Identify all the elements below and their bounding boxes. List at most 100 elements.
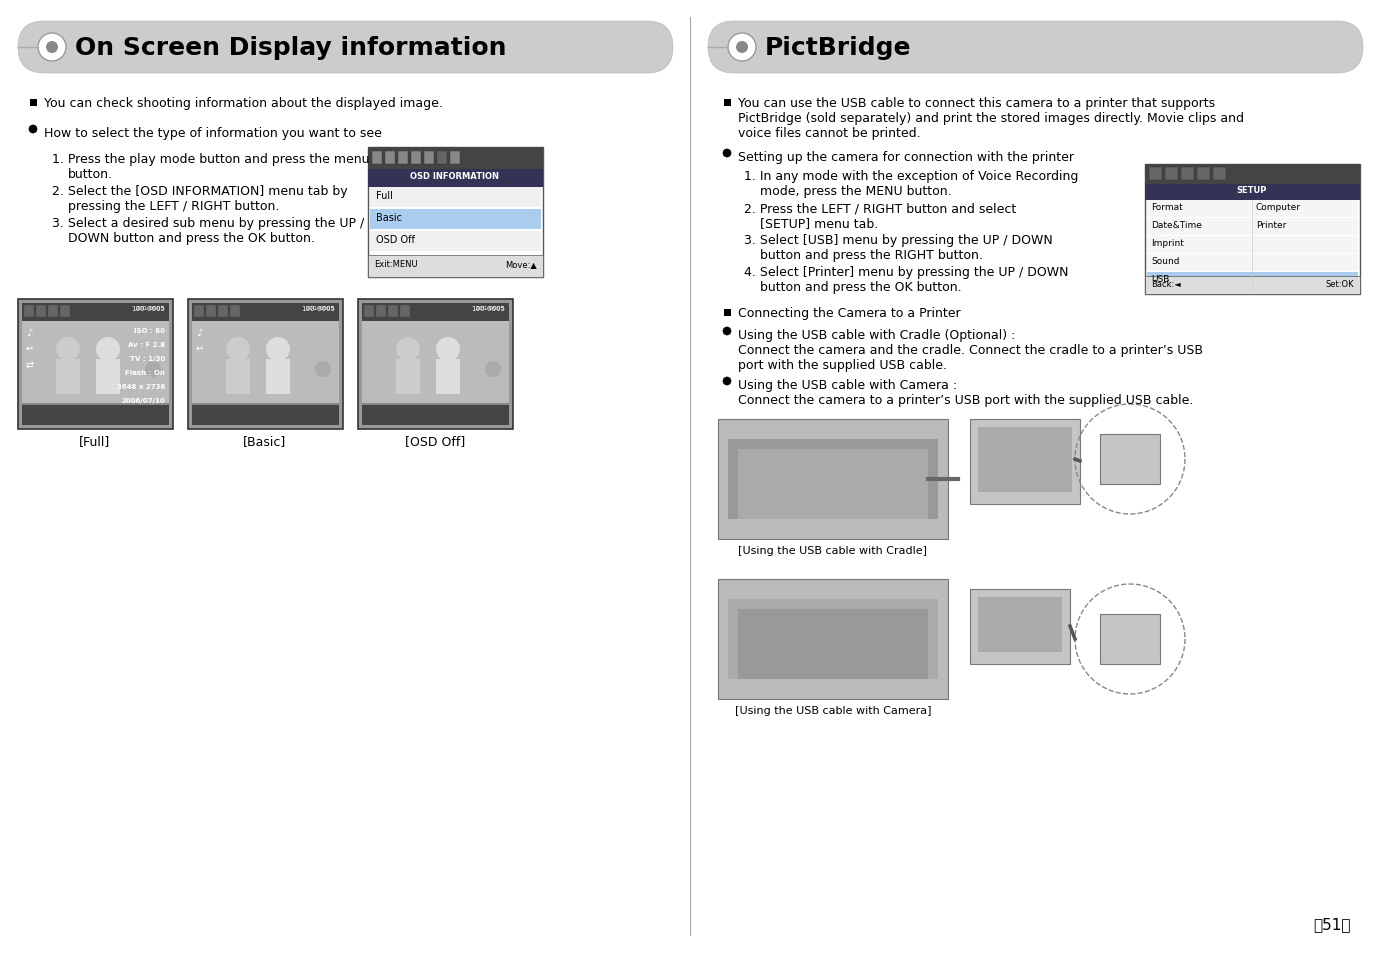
Text: Connect the camera and the cradle. Connect the cradle to a printer’s USB: Connect the camera and the cradle. Conne…: [737, 344, 1203, 356]
Bar: [1148, 219, 1358, 235]
Bar: [231, 306, 240, 317]
Bar: [1101, 435, 1160, 484]
Bar: [188, 299, 342, 430]
Text: Av : F 2.8: Av : F 2.8: [128, 341, 164, 348]
Bar: [1145, 185, 1360, 201]
Text: Exit:MENU: Exit:MENU: [374, 260, 417, 269]
Circle shape: [226, 337, 250, 361]
Text: DOWN button and press the OK button.: DOWN button and press the OK button.: [68, 232, 315, 245]
Circle shape: [736, 42, 749, 54]
Text: 100-0005: 100-0005: [135, 306, 164, 311]
Bar: [57, 359, 80, 395]
Circle shape: [485, 361, 501, 377]
Text: Basic: Basic: [376, 213, 402, 223]
Circle shape: [267, 337, 290, 361]
Bar: [1197, 168, 1210, 181]
Bar: [192, 408, 338, 426]
Bar: [388, 306, 398, 317]
Circle shape: [145, 361, 162, 377]
Bar: [367, 148, 543, 277]
Text: ■: ■: [365, 305, 370, 311]
Bar: [1148, 273, 1358, 290]
Text: PictBridge (sold separately) and print the stored images directly. Movie clips a: PictBridge (sold separately) and print t…: [737, 112, 1244, 125]
Bar: [436, 359, 460, 395]
Text: 1. In any mode with the exception of Voice Recording: 1. In any mode with the exception of Voi…: [744, 170, 1079, 183]
Text: On Screen Display information: On Screen Display information: [75, 36, 507, 60]
Bar: [398, 152, 407, 165]
Circle shape: [46, 42, 58, 54]
Circle shape: [728, 34, 755, 62]
Text: PictBridge: PictBridge: [765, 36, 911, 60]
Bar: [365, 306, 374, 317]
Bar: [362, 408, 510, 426]
Bar: [192, 304, 338, 403]
Text: You can use the USB cable to connect this camera to a printer that supports: You can use the USB cable to connect thi…: [737, 97, 1215, 110]
Bar: [192, 304, 338, 322]
Bar: [737, 450, 928, 519]
Bar: [412, 152, 421, 165]
Bar: [370, 232, 541, 252]
Text: Sound: Sound: [1150, 256, 1179, 266]
Text: 100-0005: 100-0005: [475, 306, 505, 311]
Bar: [385, 152, 395, 165]
Circle shape: [396, 337, 420, 361]
Bar: [737, 609, 928, 679]
Circle shape: [315, 361, 331, 377]
Text: Computer: Computer: [1255, 203, 1301, 212]
Bar: [1149, 168, 1161, 181]
Text: 100-0005: 100-0005: [305, 306, 336, 311]
Circle shape: [57, 337, 80, 361]
Text: 2. Select the [OSD INFORMATION] menu tab by: 2. Select the [OSD INFORMATION] menu tab…: [52, 185, 348, 198]
Circle shape: [436, 337, 460, 361]
Text: You can check shooting information about the displayed image.: You can check shooting information about…: [44, 97, 443, 110]
Circle shape: [724, 328, 731, 335]
Text: 3. Select a desired sub menu by pressing the UP /: 3. Select a desired sub menu by pressing…: [52, 216, 365, 230]
Text: voice files cannot be printed.: voice files cannot be printed.: [737, 127, 921, 140]
Text: ISO : 80: ISO : 80: [134, 328, 164, 334]
Text: OSD Off: OSD Off: [376, 234, 414, 245]
Text: 3. Select [USB] menu by pressing the UP / DOWN: 3. Select [USB] menu by pressing the UP …: [744, 233, 1052, 247]
Bar: [48, 306, 58, 317]
Bar: [36, 306, 46, 317]
Circle shape: [29, 126, 37, 133]
Bar: [969, 589, 1070, 664]
FancyBboxPatch shape: [18, 22, 673, 74]
Bar: [424, 152, 434, 165]
Text: 〈51〉: 〈51〉: [1313, 916, 1351, 931]
Bar: [1148, 201, 1358, 218]
Bar: [362, 304, 510, 408]
Text: 2. Press the LEFT / RIGHT button and select: 2. Press the LEFT / RIGHT button and sel…: [744, 202, 1016, 214]
Bar: [1166, 168, 1178, 181]
Bar: [362, 304, 510, 403]
Bar: [1101, 615, 1160, 664]
Circle shape: [97, 337, 120, 361]
Text: 3648 x 2736: 3648 x 2736: [117, 384, 164, 390]
Text: ■: ■: [23, 305, 30, 311]
Bar: [267, 359, 290, 395]
Text: button and press the RIGHT button.: button and press the RIGHT button.: [760, 249, 983, 262]
Text: OSD INFORMATION: OSD INFORMATION: [410, 172, 500, 181]
Text: ♪: ♪: [196, 328, 202, 337]
Bar: [1145, 165, 1360, 294]
Text: 100-0005: 100-0005: [471, 306, 505, 312]
Text: [SETUP] menu tab.: [SETUP] menu tab.: [760, 216, 878, 230]
Bar: [728, 599, 938, 679]
Bar: [192, 406, 338, 426]
Text: pressing the LEFT / RIGHT button.: pressing the LEFT / RIGHT button.: [68, 200, 279, 213]
Text: [OSD Off]: [OSD Off]: [405, 435, 465, 448]
Text: ↵: ↵: [26, 344, 35, 354]
Bar: [400, 306, 410, 317]
Bar: [1181, 168, 1195, 181]
Bar: [362, 406, 510, 426]
Text: button.: button.: [68, 168, 113, 181]
Circle shape: [39, 34, 66, 62]
Text: ■: ■: [193, 305, 200, 311]
Bar: [978, 428, 1072, 493]
Bar: [226, 359, 250, 395]
Text: Set:OK: Set:OK: [1326, 280, 1353, 289]
Bar: [718, 579, 947, 700]
Bar: [193, 306, 204, 317]
Text: Setting up the camera for connection with the printer: Setting up the camera for connection wit…: [737, 151, 1074, 164]
Bar: [1145, 165, 1360, 185]
Bar: [450, 152, 460, 165]
